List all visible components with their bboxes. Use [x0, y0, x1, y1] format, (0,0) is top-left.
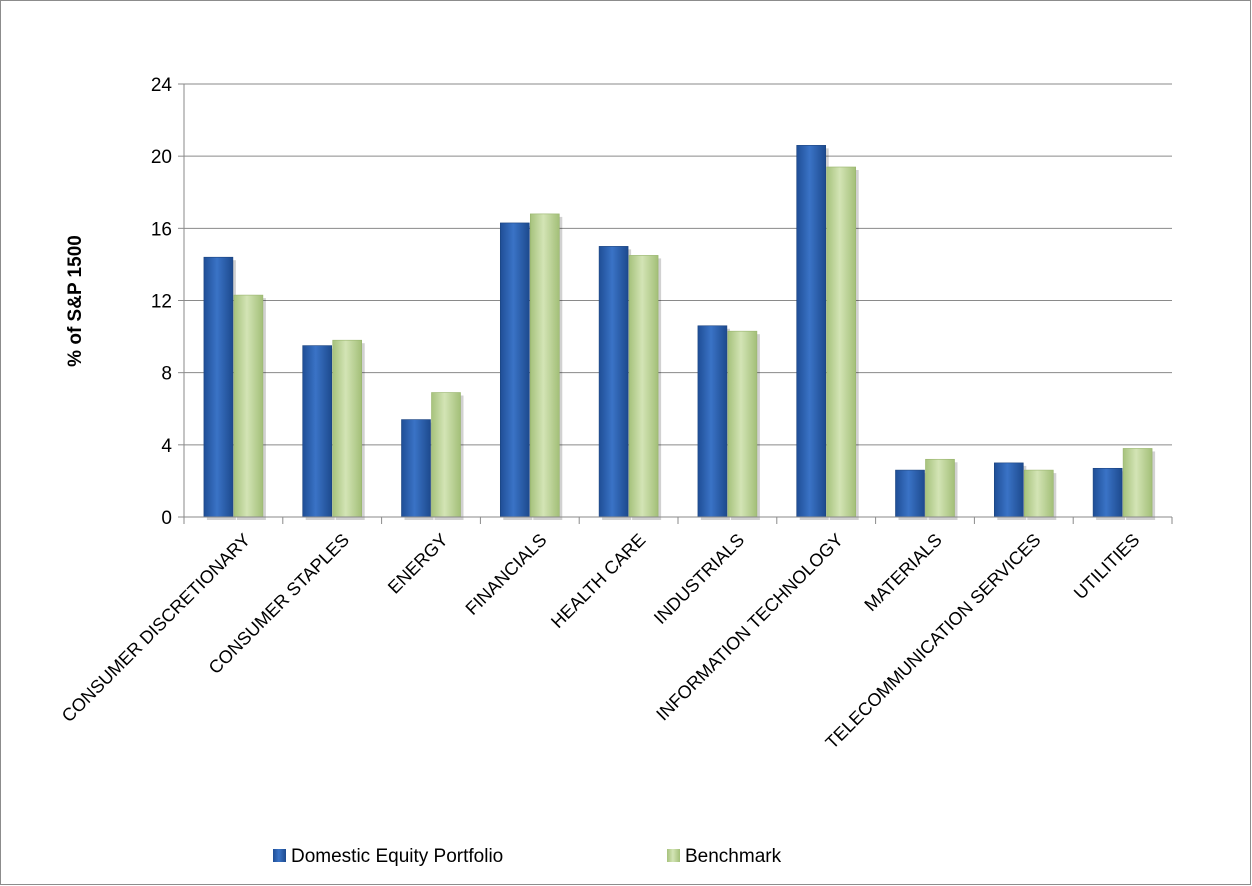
y-tick-label: 24	[151, 75, 173, 96]
bar-benchmark	[1122, 448, 1153, 518]
legend-item-portfolio: Domestic Equity Portfolio	[273, 846, 503, 867]
bar-benchmark	[925, 458, 955, 518]
x-category-label: FINANCIALS	[462, 530, 551, 619]
x-category-label: CONSUMER DISCRETIONARY	[58, 530, 254, 726]
bar-portfolio	[401, 419, 431, 518]
bar-benchmark	[628, 255, 659, 518]
bar-portfolio	[993, 462, 1024, 518]
axes	[183, 84, 1173, 524]
legend-swatch-portfolio	[273, 849, 286, 862]
bar-portfolio	[1092, 467, 1123, 518]
y-tick-label: 12	[151, 292, 172, 313]
bar-portfolio	[895, 469, 925, 518]
bar-benchmark	[431, 392, 461, 518]
y-tick-label: 4	[161, 436, 172, 457]
legend-swatch-benchmark	[667, 849, 680, 862]
legend-label-benchmark: Benchmark	[685, 846, 782, 867]
bar-benchmark	[727, 330, 758, 518]
bar-benchmark	[233, 294, 264, 518]
bar-benchmark	[1023, 469, 1054, 518]
bars	[203, 145, 1156, 520]
bar-portfolio	[499, 222, 530, 518]
y-tick-label: 16	[151, 219, 172, 240]
y-tick-label: 0	[161, 508, 172, 529]
y-axis-title: % of S&P 1500	[65, 235, 86, 367]
y-tick-label: 8	[161, 364, 172, 385]
x-category-label: UTILITIES	[1070, 530, 1144, 604]
legend-label-portfolio: Domestic Equity Portfolio	[291, 846, 503, 867]
bar-portfolio	[598, 246, 629, 518]
x-category-label: ENERGY	[384, 530, 452, 598]
x-category-label: TELECOMMUNICATION SERVICES	[822, 530, 1045, 753]
bar-portfolio	[796, 145, 827, 518]
bar-portfolio	[302, 345, 333, 518]
bar-portfolio	[203, 256, 234, 518]
x-category-label: INDUSTRIALS	[650, 530, 748, 628]
x-category-label: INFORMATION TECHNOLOGY	[652, 530, 847, 725]
y-tick-labels: 0 4 8 12 16 20 24	[151, 75, 173, 529]
x-category-label: HEALTH CARE	[547, 530, 649, 632]
bar-portfolio	[697, 325, 728, 518]
bar-benchmark	[826, 166, 857, 518]
legend: Domestic Equity Portfolio Benchmark	[273, 846, 782, 867]
x-category-label: MATERIALS	[860, 530, 945, 615]
y-tick-label: 20	[151, 147, 172, 168]
bar-benchmark	[529, 213, 560, 518]
bar-benchmark	[332, 339, 363, 518]
legend-item-benchmark: Benchmark	[667, 846, 782, 867]
